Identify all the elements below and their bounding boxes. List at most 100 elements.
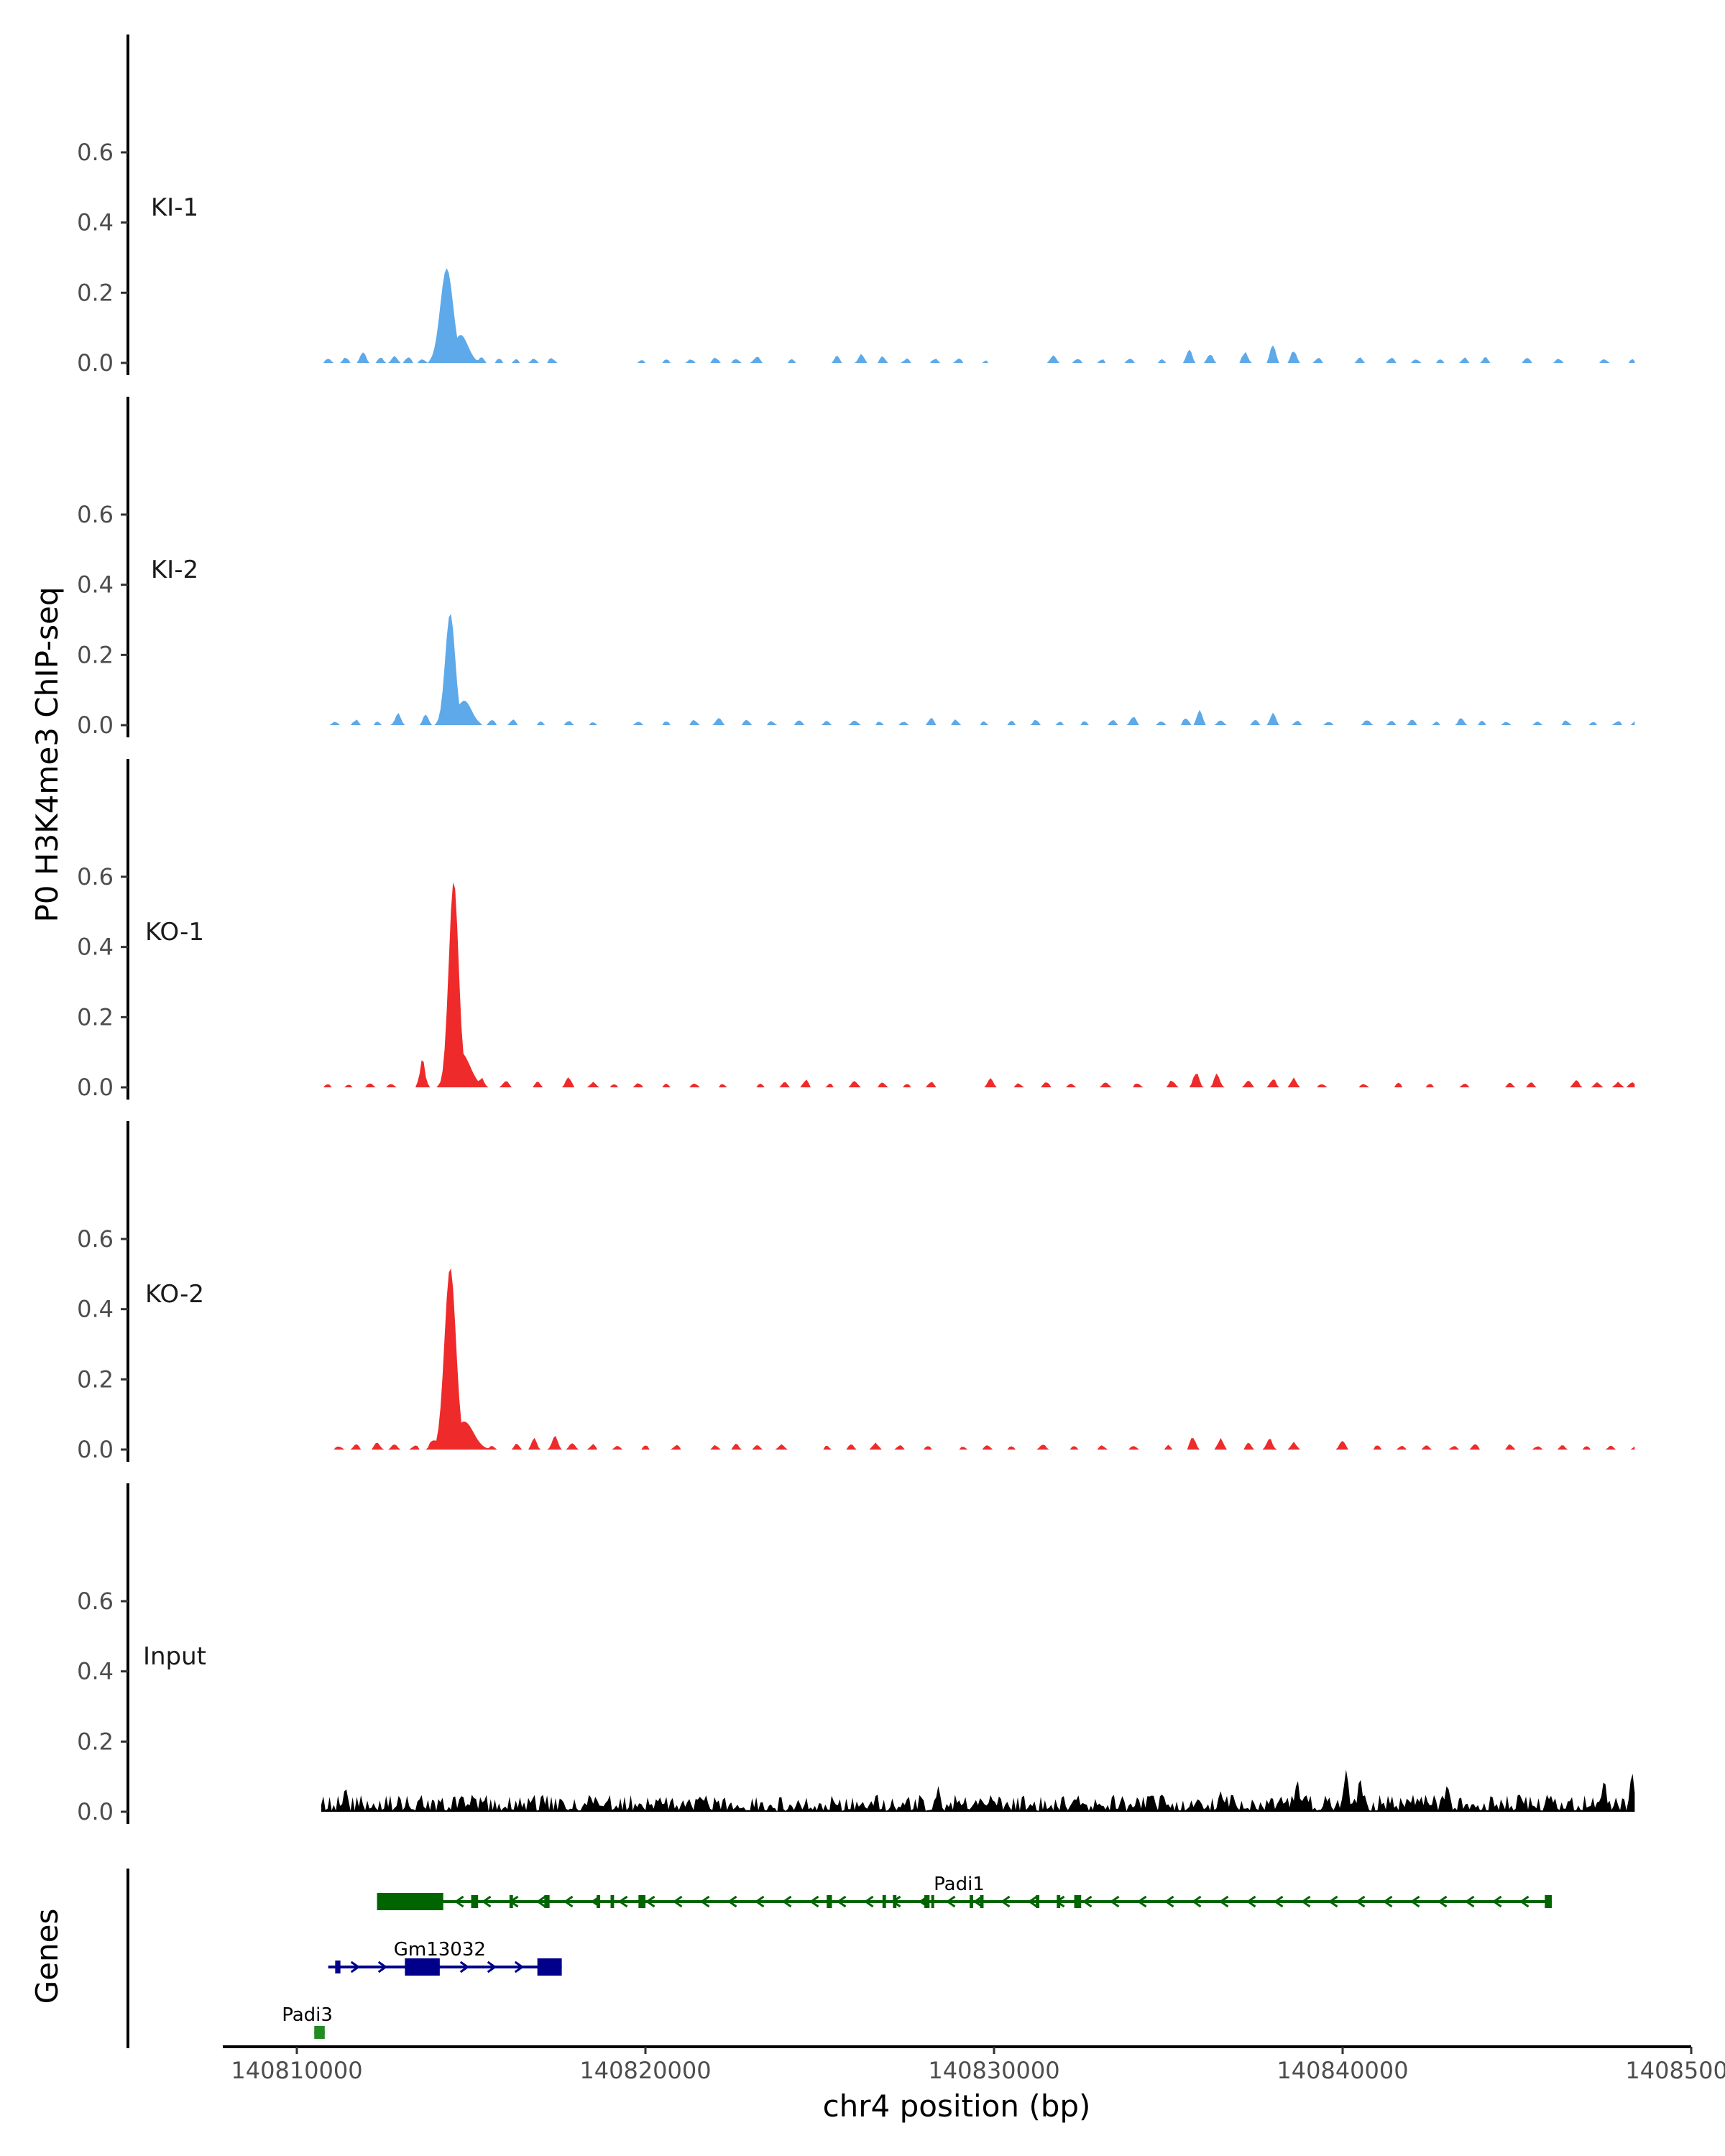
gene-label: Gm13032 xyxy=(394,1939,486,1961)
track-ko-1: 0.0 0.2 0.4 0.6 KO-1 xyxy=(77,759,1635,1101)
exon-block xyxy=(377,1893,443,1910)
strand-arrow xyxy=(454,1895,464,1908)
track-label: KO-1 xyxy=(145,918,204,946)
x-tick-label: 140820000 xyxy=(579,2057,711,2084)
track-panels: 0.00.20.40.6KI-10.00.20.40.6KI-20.00.20.… xyxy=(77,34,1635,1825)
y-tick-label: 0.6 xyxy=(77,139,114,166)
strand-arrow xyxy=(1246,1895,1256,1908)
strand-arrow xyxy=(481,1895,492,1908)
strand-arrow xyxy=(487,1961,497,1973)
track-ki-1: 0.0 0.2 0.4 0.6 KI-1 xyxy=(77,34,1635,377)
exon-block xyxy=(1036,1895,1040,1908)
strand-arrow xyxy=(459,1961,470,1973)
exon-block xyxy=(882,1895,886,1908)
exon-block xyxy=(1057,1895,1061,1908)
exon-block xyxy=(827,1895,832,1908)
strand-arrow xyxy=(1082,1895,1092,1908)
strand-arrow xyxy=(1027,1895,1038,1908)
x-tick-label: 140830000 xyxy=(928,2057,1059,2084)
y-tick-label: 0.4 xyxy=(77,934,114,961)
gene-panel-title: Genes xyxy=(29,1909,65,2004)
track-label: KI-2 xyxy=(151,556,198,584)
strand-arrow xyxy=(809,1895,819,1908)
strand-arrow xyxy=(1109,1895,1120,1908)
exon-block xyxy=(931,1895,934,1908)
strand-arrow xyxy=(1491,1895,1502,1908)
y-tick-label: 0.0 xyxy=(77,1436,114,1463)
exon-block xyxy=(610,1895,615,1908)
exon-block xyxy=(893,1895,897,1908)
strand-arrow xyxy=(514,1961,525,1973)
y-tick-label: 0.6 xyxy=(77,863,114,890)
strand-arrow xyxy=(1000,1895,1011,1908)
signal-area xyxy=(321,268,1635,363)
gene-label: Padi1 xyxy=(934,1874,985,1895)
strand-arrow xyxy=(836,1895,847,1908)
strand-arrow xyxy=(1328,1895,1338,1908)
x-axis-title: chr4 position (bp) xyxy=(823,2088,1091,2124)
y-tick-label: 0.2 xyxy=(77,1728,114,1755)
y-tick-label: 0.6 xyxy=(77,501,114,528)
strand-arrow xyxy=(1136,1895,1147,1908)
gene-padi3: Padi3 xyxy=(282,2004,333,2039)
exon-block xyxy=(314,2026,325,2039)
strand-arrow xyxy=(563,1895,574,1908)
y-tick-label: 0.2 xyxy=(77,641,114,668)
exon-block xyxy=(1545,1895,1552,1908)
strand-arrow xyxy=(377,1961,388,1973)
strand-arrow xyxy=(1191,1895,1202,1908)
strand-arrow xyxy=(1519,1895,1530,1908)
strand-arrow xyxy=(617,1895,628,1908)
exon-block xyxy=(638,1895,645,1908)
signal-area xyxy=(321,882,1635,1087)
track-label: KO-2 xyxy=(145,1280,204,1309)
track-label: Input xyxy=(143,1642,206,1671)
y-tick-label: 0.4 xyxy=(77,1296,114,1323)
strand-arrow xyxy=(1355,1895,1366,1908)
x-tick-label: 140850000 xyxy=(1625,2057,1725,2084)
exon-block xyxy=(924,1895,930,1908)
strand-arrow xyxy=(863,1895,874,1908)
strand-arrow xyxy=(1464,1895,1475,1908)
strand-arrow xyxy=(1300,1895,1311,1908)
exon-block xyxy=(970,1895,973,1908)
y-tick-label: 0.0 xyxy=(77,1074,114,1101)
strand-arrow xyxy=(972,1895,983,1908)
strand-arrow xyxy=(1164,1895,1174,1908)
y-tick-label: 0.6 xyxy=(77,1588,114,1615)
strand-arrow xyxy=(535,1895,546,1908)
y-tick-label: 0.4 xyxy=(77,571,114,599)
y-tick-label: 0.2 xyxy=(77,1003,114,1031)
exon-block xyxy=(1074,1895,1082,1908)
x-tick-label: 140840000 xyxy=(1276,2057,1408,2084)
strand-arrow xyxy=(350,1961,361,1973)
track-ki-2: 0.0 0.2 0.4 0.6 KI-2 xyxy=(77,397,1635,739)
track-ko-2: 0.0 0.2 0.4 0.6 KO-2 xyxy=(77,1121,1635,1463)
y-axis-title: P0 H3K4me3 ChIP-seq xyxy=(29,586,65,922)
strand-arrow xyxy=(1409,1895,1420,1908)
y-tick-label: 0.0 xyxy=(77,711,114,739)
y-tick-label: 0.2 xyxy=(77,279,114,306)
y-tick-label: 0.2 xyxy=(77,1365,114,1393)
strand-arrow xyxy=(727,1895,737,1908)
strand-arrow xyxy=(645,1895,656,1908)
exon-block xyxy=(537,1958,562,1976)
exon-block xyxy=(597,1895,600,1908)
exon-block xyxy=(335,1961,341,1973)
exon-block xyxy=(509,1895,513,1908)
exon-block xyxy=(471,1895,479,1908)
exon-block xyxy=(980,1895,984,1908)
exon-block xyxy=(544,1895,550,1908)
strand-arrow xyxy=(672,1895,683,1908)
gene-padi1: Padi1 xyxy=(377,1874,1552,1910)
gene-panel: Padi1 Gm13032 Padi3 xyxy=(126,1869,1552,2048)
strand-arrow xyxy=(781,1895,792,1908)
track-input: 0.0 0.2 0.4 0.6 Input xyxy=(77,1483,1635,1825)
gene-label: Padi3 xyxy=(282,2004,333,2026)
y-tick-label: 0.0 xyxy=(77,1798,114,1825)
y-tick-label: 0.0 xyxy=(77,349,114,377)
track-label: KI-1 xyxy=(151,193,198,222)
signal-area xyxy=(321,614,1635,725)
y-tick-label: 0.4 xyxy=(77,1658,114,1685)
